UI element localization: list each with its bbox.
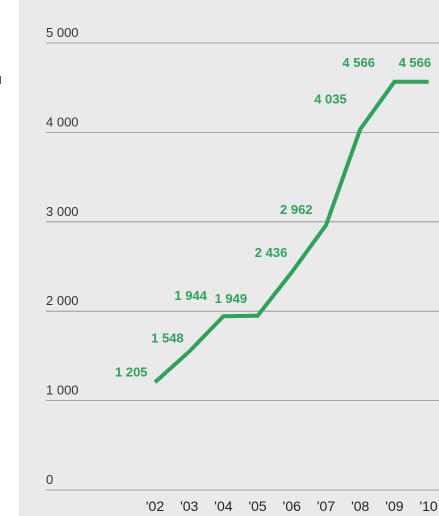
series-line-layer [153, 79, 429, 384]
data-label-5: 2 962 [280, 202, 313, 217]
x-tick-label-0: '02 [146, 498, 164, 514]
data-labels: 1 205 1 548 1 944 1 949 2 436 2 962 4 035 4 566… [115, 55, 431, 379]
x-tick-label-6: '08 [351, 498, 369, 514]
series-line [153, 79, 429, 384]
y-tick-label-1: 1 000 [46, 383, 79, 398]
x-tick-label-1: '03 [180, 498, 198, 514]
y-axis-ticks: 0 1 000 2 000 3 000 4 000 5 000 [46, 25, 79, 487]
data-label-4: 2 436 [255, 245, 288, 260]
y-tick-label-4: 4 000 [46, 114, 79, 129]
left-edge-tick [0, 76, 1, 84]
x-tick-label-8: '10 [419, 498, 437, 514]
y-tick-label-0: 0 [46, 472, 53, 487]
data-label-7: 4 566 [342, 55, 375, 70]
y-tick-label-3: 3 000 [46, 204, 79, 219]
data-label-0: 1 205 [115, 364, 148, 379]
left-margin [0, 0, 19, 516]
x-tick-label-4: '06 [283, 498, 301, 514]
data-label-2: 1 944 [174, 288, 207, 303]
y-tick-label-2: 2 000 [46, 293, 79, 308]
data-label-1: 1 548 [151, 331, 184, 346]
x-tick-label-3: '05 [248, 498, 266, 514]
data-label-8: 4 566 [399, 55, 432, 70]
chart-panel [19, 0, 439, 516]
x-tick-label-2: '04 [214, 498, 232, 514]
x-tick-label-5: '07 [317, 498, 335, 514]
x-tick-label-7: '09 [385, 498, 403, 514]
data-label-6: 4 035 [314, 91, 347, 106]
data-label-3: 1 949 [215, 291, 248, 306]
x-axis-ticks: '02 '03 '04 '05 '06 '07 '08 '09 '10 [146, 498, 438, 514]
y-tick-label-5: 5 000 [46, 25, 79, 40]
gridlines [46, 42, 439, 491]
